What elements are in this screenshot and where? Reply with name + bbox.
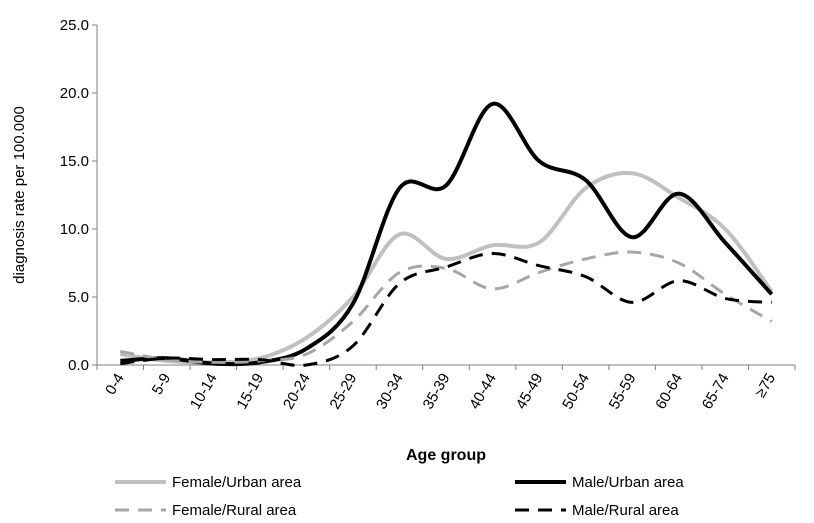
y-tick-label: 0.0 <box>68 357 89 374</box>
x-tick-label: 25-29 <box>326 371 360 413</box>
legend-label: Male/Urban area <box>572 474 684 491</box>
series-line-male-urban-area <box>120 101 774 367</box>
x-tick-label: 65-74 <box>699 371 733 413</box>
legend: Female/Urban area Male/Urban area Female/R… <box>115 474 684 519</box>
series-line-male-rural-area <box>120 251 772 367</box>
x-tick-label: 10-14 <box>187 371 221 413</box>
legend-label: Female/Urban area <box>172 474 302 491</box>
x-tick-label: 30-34 <box>373 371 407 413</box>
x-tick-label: 5-9 <box>149 371 175 398</box>
series-line-female-rural-area <box>120 250 773 364</box>
x-tick-label: 0-4 <box>102 371 128 398</box>
series-lines <box>119 101 774 367</box>
x-tick-label: 40-44 <box>466 371 500 413</box>
x-tick-label: 45-49 <box>513 371 547 413</box>
x-tick-label: 60-64 <box>652 371 686 413</box>
x-tick-label: ≥75 <box>752 371 779 401</box>
y-tick-label: 5.0 <box>68 289 89 306</box>
y-tick-label: 20.0 <box>60 85 89 102</box>
y-axis-ticks: 0.0 5.0 10.0 15.0 20.0 25.0 <box>60 17 97 374</box>
x-axis-title: Age group <box>406 447 486 464</box>
x-tick-label: 55-59 <box>606 371 640 413</box>
legend-label: Female/Rural area <box>172 502 297 519</box>
series-line-female-urban-area <box>119 170 774 365</box>
plot-area: 0.0 5.0 10.0 15.0 20.0 25.0 0-4 5-9 10-14 15-19 2… <box>60 17 796 413</box>
x-tick-label: 15-19 <box>233 371 267 413</box>
x-tick-label: 35-39 <box>420 371 454 413</box>
y-tick-label: 15.0 <box>60 153 89 170</box>
y-axis-title: diagnosis rate per 100.000 <box>11 106 28 284</box>
x-axis-ticks: 0-4 5-9 10-14 15-19 20-24 25-29 30-34 35-39 40-4… <box>96 365 796 413</box>
y-tick-label: 25.0 <box>60 17 89 34</box>
legend-label: Male/Rural area <box>572 502 679 519</box>
y-tick-label: 10.0 <box>60 221 89 238</box>
x-tick-label: 50-54 <box>559 371 593 413</box>
x-tick-label: 20-24 <box>280 371 314 413</box>
